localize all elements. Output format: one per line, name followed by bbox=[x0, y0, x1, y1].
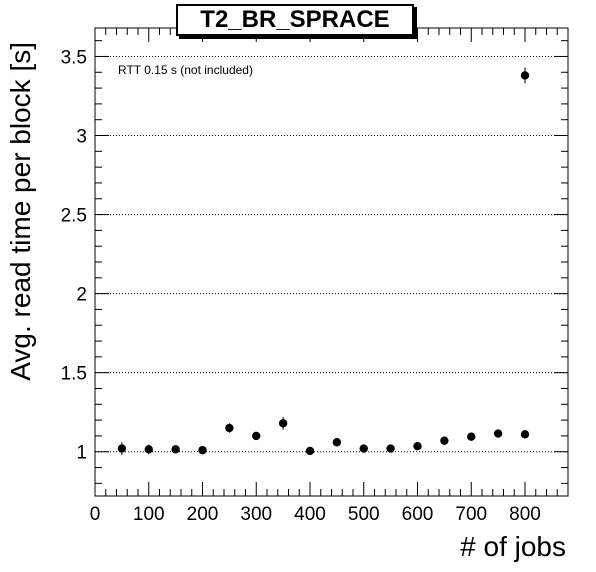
point-marker bbox=[520, 71, 530, 80]
rtt-annotation: RTT 0.15 s (not included) bbox=[118, 63, 253, 77]
data-point bbox=[198, 445, 207, 455]
y-tick-labels: 1 1.5 2 2.5 3 3.5 bbox=[61, 47, 87, 463]
x-tick-label: 200 bbox=[187, 504, 219, 525]
chart-title: T2_BR_SPRACE bbox=[176, 4, 414, 36]
point-marker bbox=[440, 436, 449, 445]
data-point bbox=[520, 67, 530, 84]
data-point bbox=[386, 444, 395, 453]
data-point bbox=[359, 444, 368, 453]
data-point bbox=[440, 436, 449, 445]
data-point bbox=[225, 423, 234, 433]
x-tick-label: 400 bbox=[294, 504, 326, 525]
data-points bbox=[117, 67, 530, 456]
point-marker bbox=[144, 445, 153, 454]
point-marker bbox=[332, 438, 342, 447]
grid-lines bbox=[95, 55, 568, 453]
x-tick-label: 500 bbox=[348, 504, 380, 525]
x-axis-label: # of jobs bbox=[460, 531, 566, 562]
data-point bbox=[305, 446, 315, 456]
point-marker bbox=[520, 430, 530, 439]
point-marker bbox=[252, 431, 261, 441]
data-point bbox=[413, 441, 422, 451]
data-point bbox=[278, 416, 288, 430]
data-point bbox=[520, 430, 530, 439]
x-tick-label: 300 bbox=[240, 504, 272, 525]
point-marker bbox=[198, 445, 207, 455]
x-tick-label: 800 bbox=[509, 504, 541, 525]
point-marker bbox=[171, 445, 180, 454]
y-tick-label: 3.5 bbox=[61, 47, 87, 68]
data-point bbox=[493, 429, 503, 438]
x-tick-label: 100 bbox=[133, 504, 165, 525]
axis-ticks bbox=[94, 28, 569, 496]
plot-frame bbox=[94, 27, 569, 497]
y-tick-label: 2.5 bbox=[61, 206, 87, 227]
y-tick-label: 1.5 bbox=[61, 364, 87, 385]
point-marker bbox=[413, 441, 422, 451]
y-tick-label: 2 bbox=[76, 285, 87, 306]
point-marker bbox=[467, 432, 476, 441]
point-marker bbox=[117, 444, 127, 453]
x-tick-labels: 0 100 200 300 400 500 600 700 800 bbox=[90, 504, 541, 525]
point-marker bbox=[386, 444, 395, 453]
data-point bbox=[467, 432, 476, 441]
data-point bbox=[332, 438, 342, 447]
y-tick-label: 1 bbox=[76, 443, 87, 464]
x-tick-label: 700 bbox=[455, 504, 487, 525]
point-marker bbox=[225, 423, 234, 433]
y-tick-label: 3 bbox=[76, 127, 87, 148]
point-marker bbox=[359, 444, 368, 453]
point-marker bbox=[278, 419, 288, 428]
x-tick-label: 0 bbox=[90, 504, 101, 525]
point-marker bbox=[305, 446, 315, 456]
data-point bbox=[144, 444, 153, 455]
data-point bbox=[171, 445, 180, 454]
data-point bbox=[252, 431, 261, 441]
data-point bbox=[117, 442, 127, 455]
x-tick-label: 600 bbox=[402, 504, 434, 525]
y-axis-label: Avg. read time per block [s] bbox=[5, 42, 36, 381]
point-marker bbox=[493, 429, 503, 438]
